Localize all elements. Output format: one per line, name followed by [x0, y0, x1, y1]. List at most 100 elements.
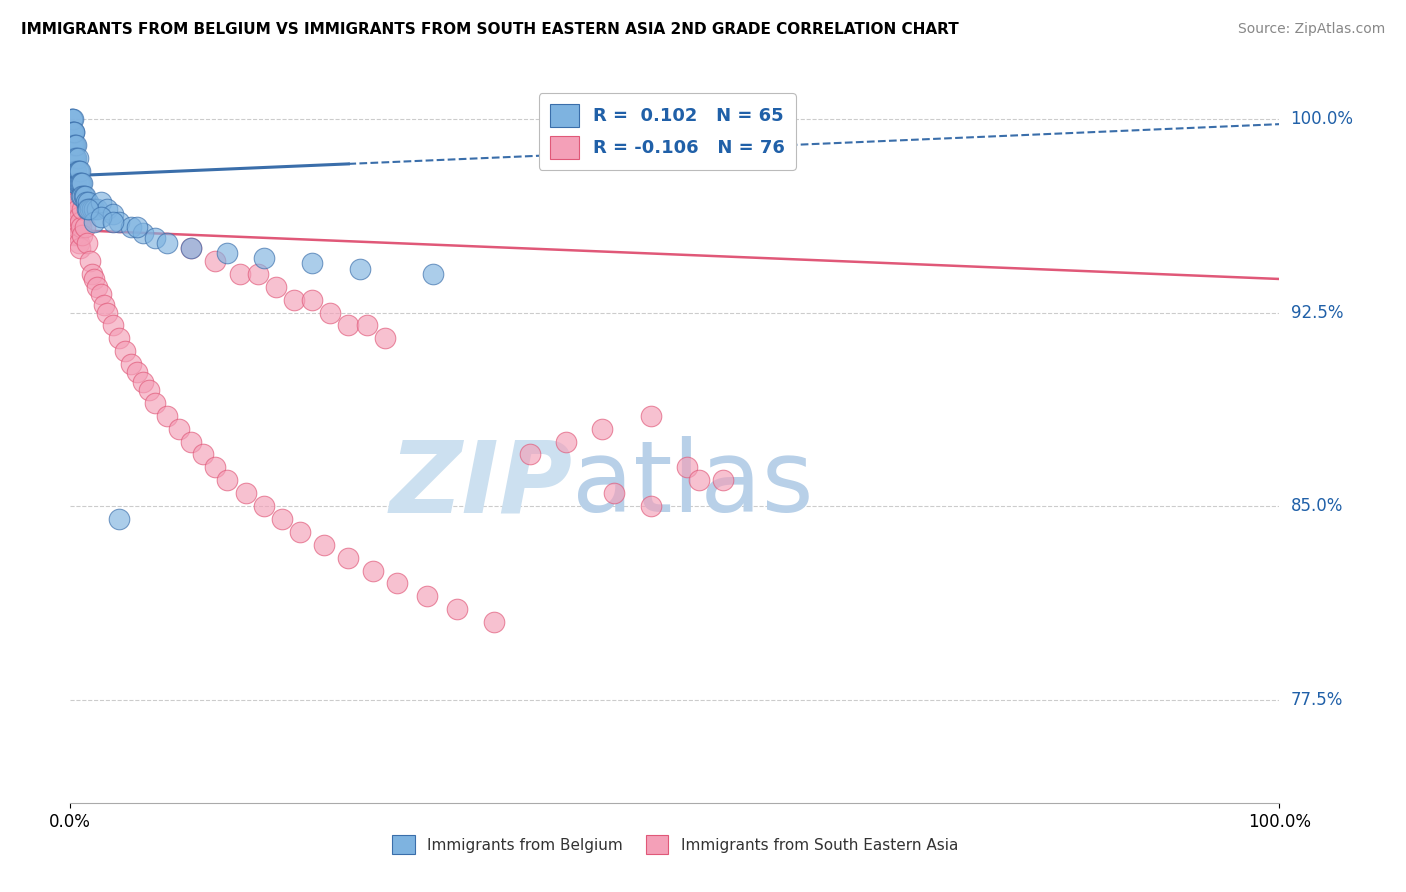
- Point: [63, 228, 86, 243]
- Point: [374, 331, 396, 345]
- Point: [65, 194, 87, 209]
- Point: [337, 550, 360, 565]
- Point: [76, 202, 98, 217]
- Point: [67, 210, 90, 224]
- Point: [63, 125, 86, 139]
- Point: [422, 267, 444, 281]
- Point: [73, 189, 96, 203]
- Text: 85.0%: 85.0%: [1291, 497, 1343, 515]
- Point: [217, 246, 239, 260]
- Point: [62, 125, 84, 139]
- Point: [120, 220, 142, 235]
- Point: [125, 220, 148, 235]
- Text: ZIP: ZIP: [389, 436, 572, 533]
- Text: atlas: atlas: [572, 436, 814, 533]
- Point: [63, 137, 86, 152]
- Point: [86, 279, 108, 293]
- Point: [83, 202, 105, 217]
- Point: [62, 163, 84, 178]
- Point: [63, 125, 86, 139]
- Point: [180, 241, 202, 255]
- Point: [301, 256, 323, 270]
- Text: 92.5%: 92.5%: [1291, 303, 1343, 321]
- Point: [62, 137, 84, 152]
- Point: [101, 215, 124, 229]
- Point: [319, 305, 342, 319]
- Legend: Immigrants from Belgium, Immigrants from South Eastern Asia: Immigrants from Belgium, Immigrants from…: [385, 830, 965, 860]
- Point: [603, 486, 626, 500]
- Point: [60, 137, 83, 152]
- Point: [76, 235, 98, 250]
- Point: [143, 396, 166, 410]
- Point: [283, 293, 305, 307]
- Point: [385, 576, 408, 591]
- Point: [356, 318, 378, 333]
- Point: [83, 272, 105, 286]
- Point: [217, 473, 239, 487]
- Point: [63, 202, 86, 217]
- Point: [204, 460, 226, 475]
- Point: [63, 163, 86, 178]
- Point: [640, 499, 662, 513]
- Point: [101, 207, 124, 221]
- Point: [75, 194, 97, 209]
- Point: [101, 318, 124, 333]
- Point: [70, 189, 93, 203]
- Point: [90, 210, 111, 224]
- Point: [67, 177, 90, 191]
- Point: [72, 189, 94, 203]
- Point: [90, 194, 111, 209]
- Point: [62, 137, 84, 152]
- Point: [301, 293, 323, 307]
- Point: [69, 163, 91, 178]
- Point: [65, 151, 87, 165]
- Point: [180, 241, 202, 255]
- Point: [63, 151, 86, 165]
- Point: [180, 434, 202, 449]
- Point: [107, 331, 129, 345]
- Point: [156, 409, 179, 423]
- Point: [711, 473, 734, 487]
- Point: [228, 267, 250, 281]
- Point: [72, 202, 94, 217]
- Text: 100.0%: 100.0%: [1291, 110, 1354, 128]
- Point: [264, 279, 287, 293]
- Point: [79, 253, 101, 268]
- Point: [482, 615, 505, 630]
- Point: [60, 177, 83, 191]
- Point: [70, 177, 93, 191]
- Point: [253, 252, 276, 266]
- Point: [83, 215, 105, 229]
- Point: [63, 177, 86, 191]
- Point: [93, 298, 115, 312]
- Point: [107, 215, 129, 229]
- Point: [63, 189, 86, 203]
- Point: [60, 125, 83, 139]
- Point: [63, 151, 86, 165]
- Point: [270, 512, 294, 526]
- Point: [72, 177, 94, 191]
- Point: [288, 524, 311, 539]
- Point: [60, 112, 83, 126]
- Point: [80, 202, 103, 217]
- Point: [60, 125, 83, 139]
- Point: [62, 112, 84, 126]
- Point: [114, 344, 136, 359]
- Point: [65, 163, 87, 178]
- Point: [96, 305, 118, 319]
- Point: [120, 357, 142, 371]
- Point: [204, 253, 226, 268]
- Point: [416, 590, 439, 604]
- Point: [69, 215, 91, 229]
- Point: [73, 220, 96, 235]
- Point: [69, 177, 91, 191]
- Point: [60, 202, 83, 217]
- Point: [246, 267, 269, 281]
- Point: [96, 202, 118, 217]
- Point: [67, 235, 90, 250]
- Text: Source: ZipAtlas.com: Source: ZipAtlas.com: [1237, 22, 1385, 37]
- Point: [63, 177, 86, 191]
- Point: [66, 151, 89, 165]
- Point: [314, 538, 336, 552]
- Point: [77, 194, 100, 209]
